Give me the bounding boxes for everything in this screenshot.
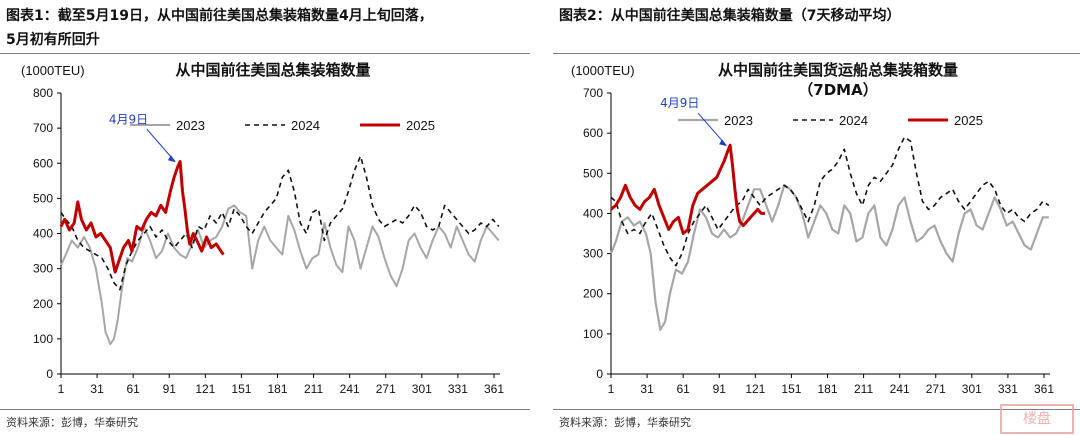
chart-1-x-tick-label: 361 xyxy=(484,382,504,396)
chart-1-x-tick-label: 151 xyxy=(231,382,251,396)
chart-2-top-rule xyxy=(553,53,1080,54)
chart-2-x-tick-label: 331 xyxy=(998,382,1018,396)
chart-1-x-tick-label: 241 xyxy=(340,382,360,396)
chart-1-svg: 0 100 200 300 400 500 600 700 800 1 31 61 91 121 151 18… xyxy=(21,61,504,396)
chart-2-x-tick-label: 181 xyxy=(817,382,837,396)
chart-2-x-tick-label: 1 xyxy=(608,382,615,396)
chart-2-y-tick-label: 200 xyxy=(583,287,603,301)
chart-1-y-tick-label: 0 xyxy=(46,367,53,381)
chart-2-legend-label-2023: 2023 xyxy=(724,113,753,128)
chart-1-x-tick-label: 1 xyxy=(58,382,65,396)
chart-2-svg: 0 100 200 300 400 500 600 700 1 31 61 91 121 151 181 21… xyxy=(571,61,1054,396)
chart-1-x-tick-label: 301 xyxy=(412,382,432,396)
chart-2-bottom-rule xyxy=(553,409,1080,410)
chart-2-x-tick-label: 301 xyxy=(962,382,982,396)
chart-1-legend-label-2025: 2025 xyxy=(406,118,435,133)
chart-panel-2: 图表2：从中国前往美国总集装箱数量（7天移动平均） 0 100 200 300 400 5… xyxy=(553,0,1080,435)
chart-1-annotation-arrow-line xyxy=(146,128,176,162)
chart-1-annotation-text: 4月9日 xyxy=(109,112,148,126)
chart-1-source: 资料来源：彭博，华泰研究 xyxy=(6,416,138,429)
chart-panel-1: 图表1：截至5月19日，从中国前往美国总集装箱数量4月上旬回落， 5月初有所回升… xyxy=(0,0,530,435)
chart-2-title: 从中国前往美国货运船总集装箱数量 xyxy=(718,61,958,79)
chart-1-x-tick-label: 61 xyxy=(126,382,140,396)
watermark-seal: 楼盘 xyxy=(1000,404,1074,434)
chart-2-x-tick-label: 241 xyxy=(890,382,910,396)
chart-1-x-tick-label: 271 xyxy=(376,382,396,396)
chart-2-subtitle: （7DMA） xyxy=(798,81,877,99)
chart-2-x-tick-label: 31 xyxy=(640,382,654,396)
chart-1-y-tick-label: 200 xyxy=(33,297,53,311)
chart-2-series-line-2025 xyxy=(610,143,765,235)
chart-2-y-tick-label: 0 xyxy=(596,367,603,381)
chart-1-series-line-2023 xyxy=(60,204,500,346)
chart-2-caption: 图表2：从中国前往美国总集装箱数量（7天移动平均） xyxy=(559,4,1079,28)
chart-2-source: 资料来源：彭博，华泰研究 xyxy=(559,416,691,429)
chart-1-caption-line2: 5月初有所回升 xyxy=(6,32,100,48)
chart-1-x-tick-label: 31 xyxy=(90,382,104,396)
chart-2-y-tick-label: 300 xyxy=(583,247,603,261)
chart-1-x-tick-label: 181 xyxy=(267,382,287,396)
chart-1-title: 从中国前往美国总集装箱数量 xyxy=(175,61,370,79)
chart-2-y-tick-label: 700 xyxy=(583,86,603,100)
chart-2-x-tick-label: 151 xyxy=(781,382,801,396)
chart-1-y-tick-label: 800 xyxy=(33,86,53,100)
chart-1-y-tick-label: 300 xyxy=(33,262,53,276)
chart-1-unit-label: (1000TEU) xyxy=(21,63,85,78)
chart-2-series-line-2024 xyxy=(610,136,1050,267)
chart-1-series-line-2024 xyxy=(60,155,500,291)
chart-1-top-rule xyxy=(0,53,530,54)
chart-2-x-tick-label: 121 xyxy=(745,382,765,396)
chart-2-annotation-arrow-line xyxy=(697,112,727,146)
chart-1-bottom-rule xyxy=(0,409,530,410)
chart-1-x-tick-label: 331 xyxy=(448,382,468,396)
chart-2-y-tick-label: 100 xyxy=(583,327,603,341)
chart-2-legend-label-2024: 2024 xyxy=(839,113,868,128)
chart-2-x-tick-label: 271 xyxy=(926,382,946,396)
chart-1-series-line-2025 xyxy=(59,160,225,274)
chart-1-legend-label-2023: 2023 xyxy=(176,118,205,133)
chart-1-y-tick-label: 400 xyxy=(33,227,53,241)
chart-2-legend-label-2025: 2025 xyxy=(954,113,983,128)
chart-2-y-tick-label: 500 xyxy=(583,166,603,180)
chart-1-caption-line1: 图表1：截至5月19日，从中国前往美国总集装箱数量4月上旬回落， xyxy=(6,8,433,24)
chart-2-x-tick-label: 91 xyxy=(713,382,727,396)
chart-1-y-tick-label: 100 xyxy=(33,332,53,346)
chart-1-annotation-arrow-head xyxy=(167,155,176,163)
chart-2-caption-line1: 图表2：从中国前往美国总集装箱数量（7天移动平均） xyxy=(559,8,901,24)
chart-1-legend-label-2024: 2024 xyxy=(291,118,320,133)
chart-2-series-line-2023 xyxy=(609,184,1049,331)
chart-2-annotation-text: 4月9日 xyxy=(660,96,699,110)
chart-1-y-tick-label: 600 xyxy=(33,156,53,170)
chart-1-x-tick-label: 91 xyxy=(163,382,177,396)
chart-1-x-tick-label: 121 xyxy=(195,382,215,396)
chart-1-x-tick-label: 211 xyxy=(304,382,323,396)
chart-2-x-tick-label: 361 xyxy=(1034,382,1054,396)
chart-2-y-tick-label: 400 xyxy=(583,206,603,220)
chart-2-y-tick-label: 600 xyxy=(583,126,603,140)
chart-1-y-tick-label: 700 xyxy=(33,121,53,135)
chart-1-caption: 图表1：截至5月19日，从中国前往美国总集装箱数量4月上旬回落， 5月初有所回升 xyxy=(6,4,526,52)
chart-2-x-tick-label: 211 xyxy=(854,382,873,396)
chart-2-annotation-arrow-head xyxy=(719,139,728,147)
chart-2-unit-label: (1000TEU) xyxy=(571,63,635,78)
chart-1-y-tick-label: 500 xyxy=(33,191,53,205)
chart-2-x-tick-label: 61 xyxy=(676,382,690,396)
